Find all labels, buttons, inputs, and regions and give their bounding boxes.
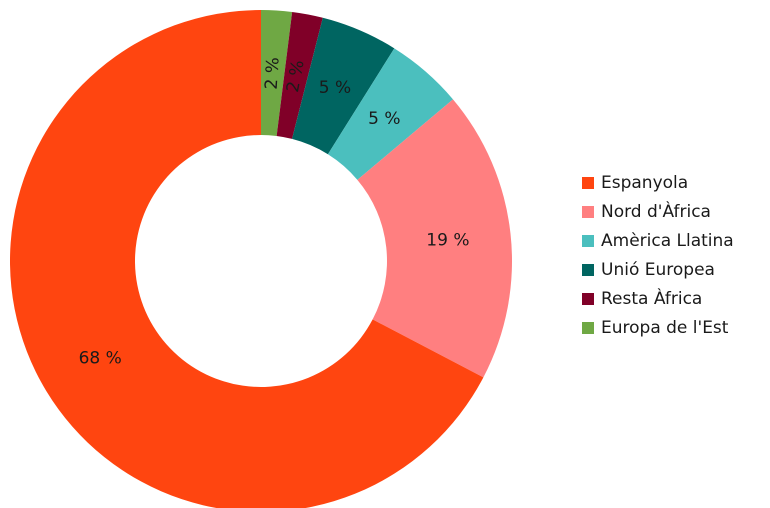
legend-label: Unió Europea [601, 259, 715, 280]
legend-label: Nord d'Àfrica [601, 201, 711, 222]
legend-swatch [582, 234, 594, 247]
legend-item-america-llatina: Amèrica Llatina [582, 226, 734, 255]
donut-slices [10, 10, 512, 508]
slice-america-llatina [327, 48, 453, 180]
slice-nord-d-africa [357, 99, 512, 378]
legend-swatch [582, 205, 594, 218]
legend-item-europa-de-l-est: Europa de l'Est [582, 313, 734, 342]
legend-item-unio-europea: Unió Europea [582, 255, 734, 284]
legend-swatch [582, 292, 594, 305]
data-labels: 2 % 2 % 5 %5 %19 %68 % [79, 57, 470, 369]
legend-label: Resta Àfrica [601, 288, 703, 309]
legend-label: Espanyola [601, 172, 689, 193]
data-label-europa-de-l-est: 2 % [262, 57, 284, 91]
legend-item-nord-d-africa: Nord d'Àfrica [582, 197, 734, 226]
legend-swatch [582, 263, 594, 276]
chart-legend: Espanyola Nord d'Àfrica Amèrica Llatina Uni… [582, 168, 734, 342]
data-label-espanyola: 68 % [79, 348, 122, 368]
legend-item-espanyola: Espanyola [582, 168, 734, 197]
slice-resta-africa [276, 11, 323, 139]
legend-swatch [582, 176, 594, 189]
slice-europa-de-l-est [261, 10, 293, 136]
data-label-unio-europea: 5 % [319, 78, 351, 98]
legend-label: Europa de l'Est [601, 317, 729, 338]
legend-label: Amèrica Llatina [601, 230, 734, 251]
legend-swatch [582, 321, 594, 334]
slice-unio-europea [292, 17, 395, 155]
data-label-america-llatina: 5 % [368, 109, 400, 129]
data-label-nord-d-africa: 19 % [426, 231, 469, 251]
legend-item-resta-africa: Resta Àfrica [582, 284, 734, 313]
slice-espanyola [10, 10, 484, 508]
